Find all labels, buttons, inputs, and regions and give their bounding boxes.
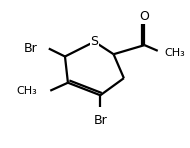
Text: O: O xyxy=(140,10,149,23)
Text: CH₃: CH₃ xyxy=(164,48,185,58)
Text: Br: Br xyxy=(23,42,37,55)
Text: CH₃: CH₃ xyxy=(16,86,37,96)
Text: Br: Br xyxy=(93,114,107,127)
Text: S: S xyxy=(90,35,98,48)
